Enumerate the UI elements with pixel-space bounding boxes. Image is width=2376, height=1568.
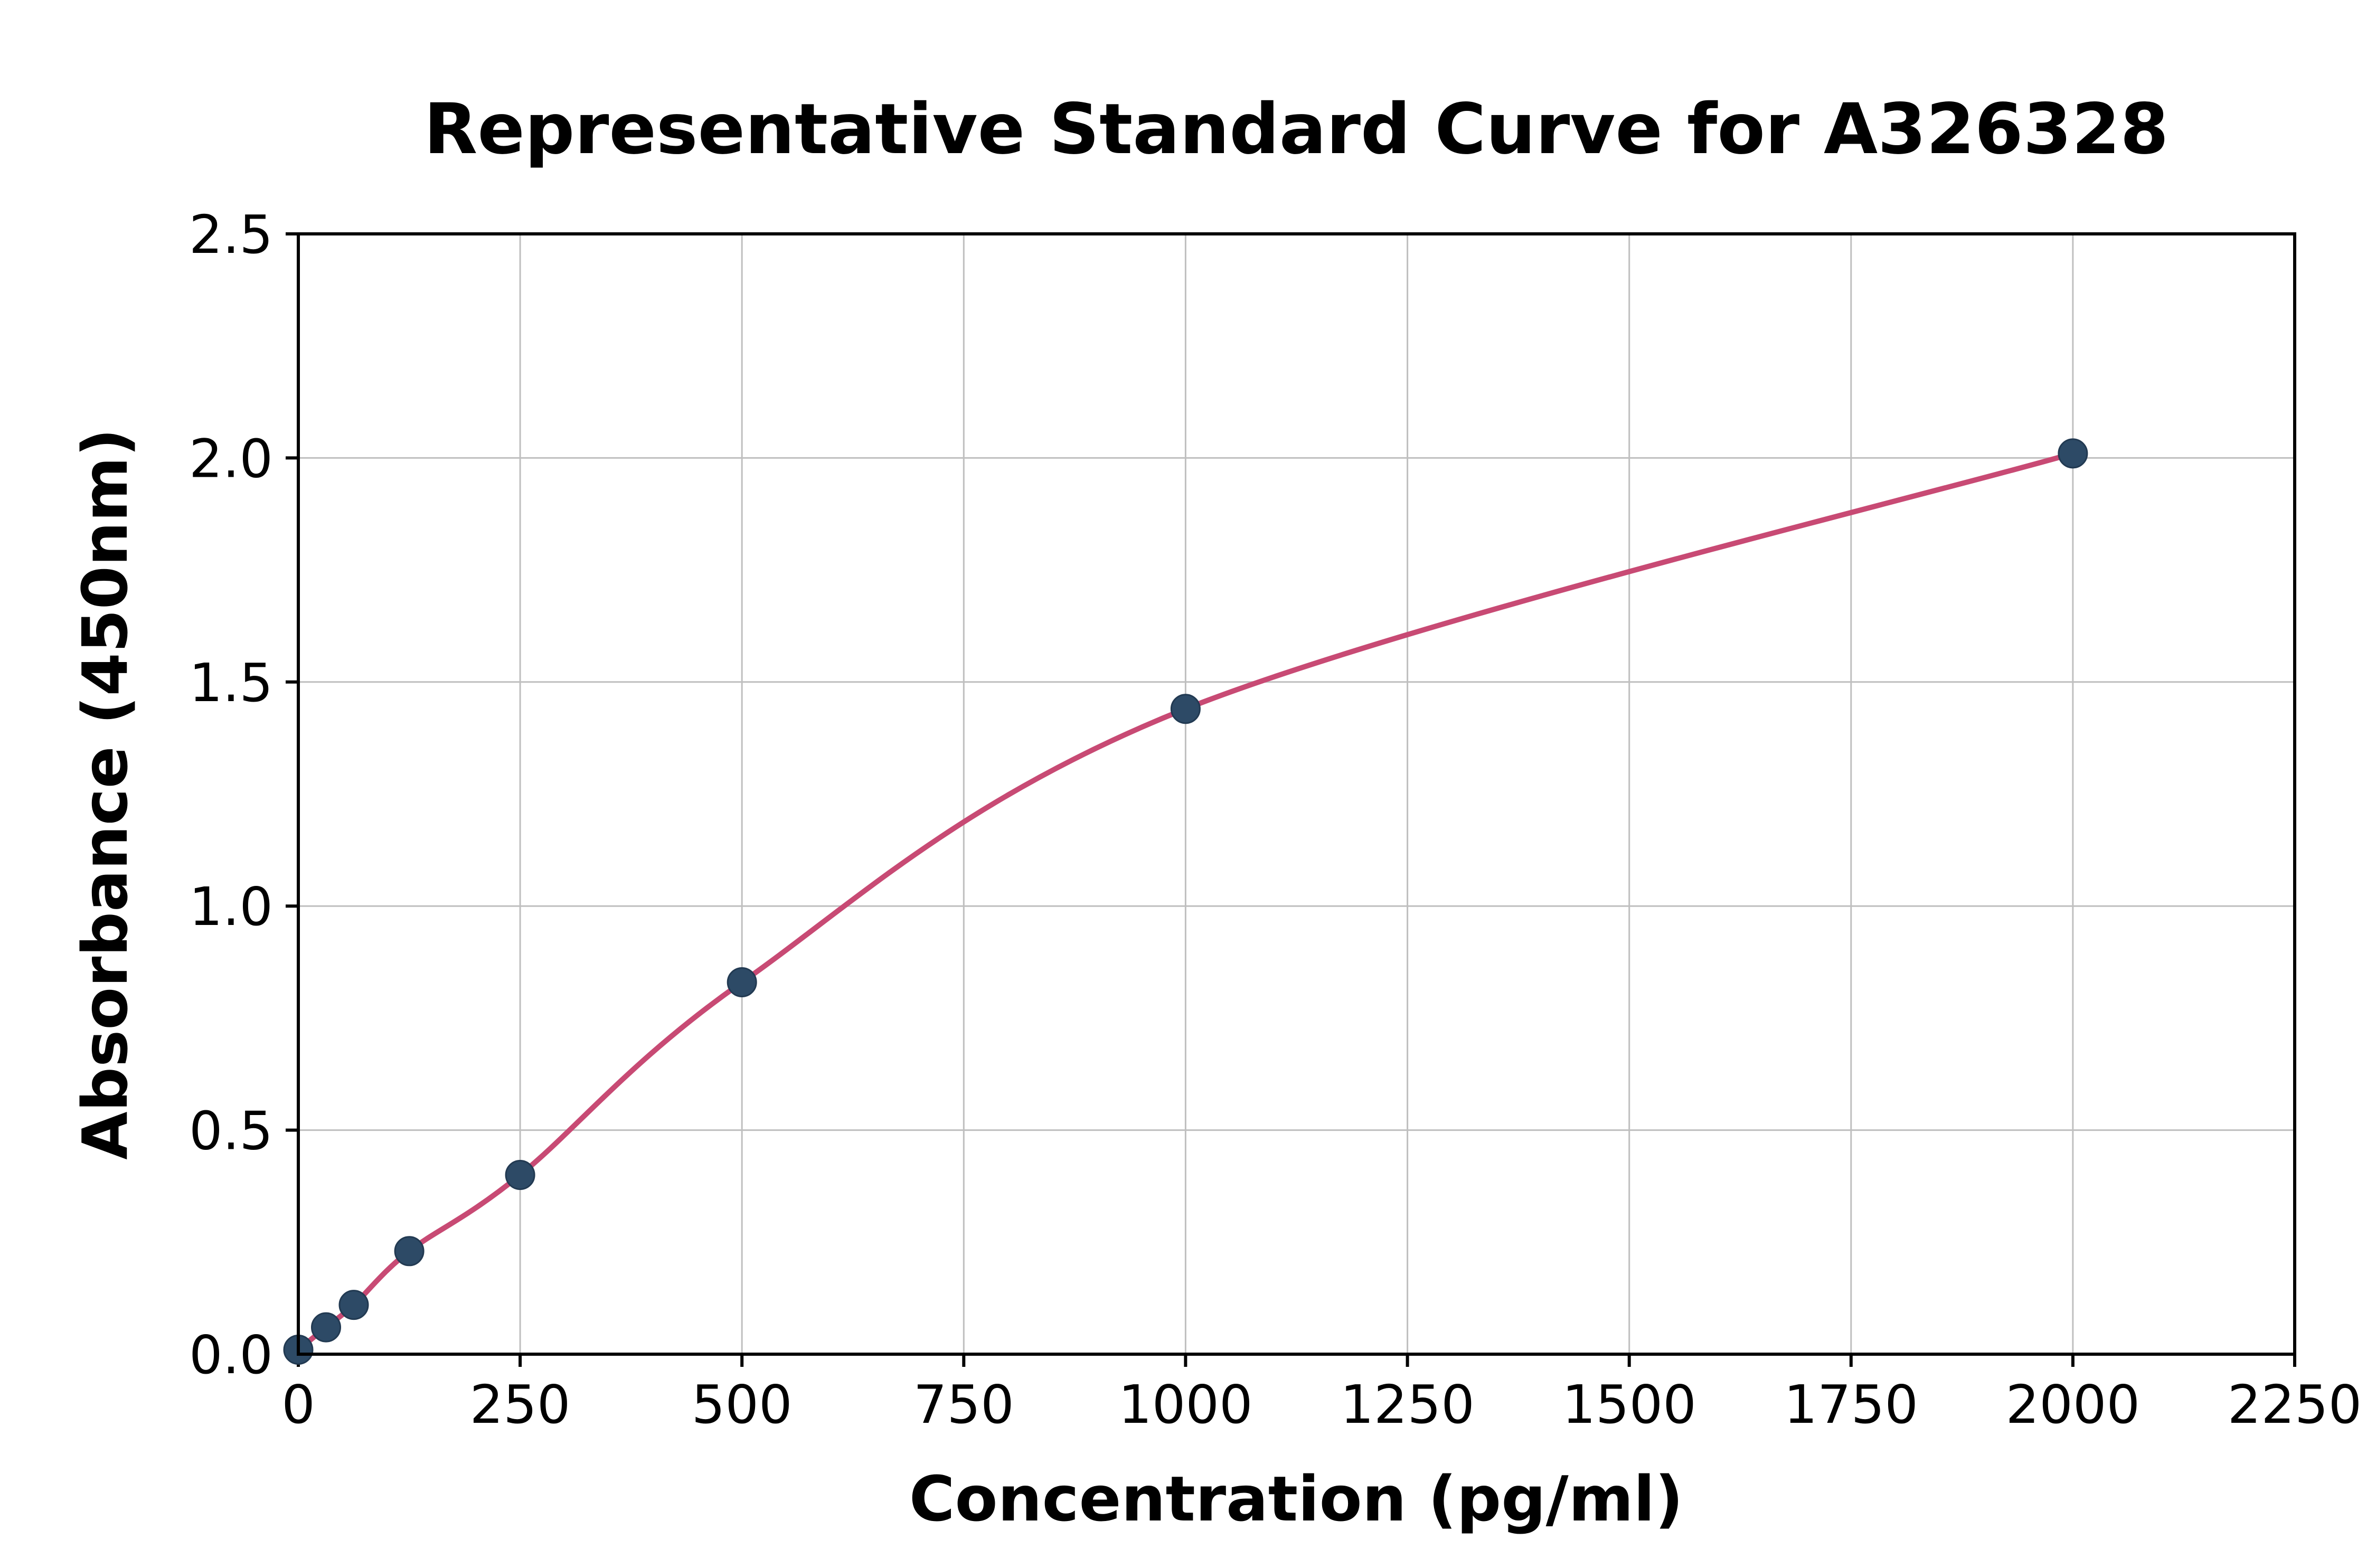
y-tick-label: 0.5 xyxy=(189,1100,273,1162)
y-tick-label: 0.0 xyxy=(189,1324,273,1386)
y-tick-label: 1.5 xyxy=(189,652,273,714)
y-axis-label: Absorbance (450nm) xyxy=(69,428,142,1160)
data-point xyxy=(311,1312,341,1343)
y-tick-label: 1.0 xyxy=(189,876,273,938)
plot-frame xyxy=(297,232,2296,1356)
x-tick-label: 2250 xyxy=(2228,1374,2362,1435)
chart-title: Representative Standard Curve for A32632… xyxy=(424,89,2169,170)
data-point xyxy=(394,1236,425,1267)
x-tick-label: 2000 xyxy=(2006,1374,2141,1435)
x-tick-label: 1250 xyxy=(1340,1374,1475,1435)
x-tick-label: 750 xyxy=(913,1374,1014,1435)
x-tick-label: 250 xyxy=(470,1374,571,1435)
data-point xyxy=(505,1160,535,1190)
y-tick-label: 2.5 xyxy=(189,204,273,266)
data-point xyxy=(727,967,757,997)
data-point xyxy=(1170,694,1201,724)
plot-area: 0 250 500 750 1000 1250 1500 1750 2000 2250 0.0 0.5… xyxy=(189,204,2362,1435)
data-point xyxy=(338,1290,369,1320)
x-tick-label: 1500 xyxy=(1562,1374,1696,1435)
y-tick-label: 2.0 xyxy=(189,428,273,489)
x-tick-label: 1000 xyxy=(1118,1374,1253,1435)
x-tick-label: 0 xyxy=(281,1374,315,1435)
data-point xyxy=(2058,438,2088,469)
fit-curve xyxy=(296,450,2076,1353)
x-axis-label: Concentration (pg/ml) xyxy=(909,1462,1683,1535)
x-tick-label: 1750 xyxy=(1784,1374,1919,1435)
x-tick-label: 500 xyxy=(692,1374,793,1435)
